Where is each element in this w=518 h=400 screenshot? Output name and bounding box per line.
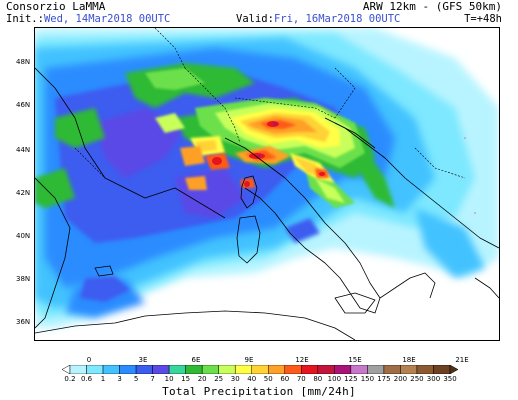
colorbar-swatch xyxy=(383,365,401,374)
colorbar-level-label: 300 xyxy=(426,375,441,383)
init-value: Wed, 14Mar2018 00UTC xyxy=(43,13,171,25)
lon-label-12e: 12E xyxy=(295,356,309,364)
precipitation-colorbar xyxy=(62,365,458,374)
colorbar-swatch xyxy=(301,365,319,374)
lat-label-46n: 46N xyxy=(16,101,31,109)
colorbar-level-label: 25 xyxy=(214,375,224,383)
lon-label-0: 0 xyxy=(86,356,92,364)
colorbar-level-label: 1 xyxy=(100,375,106,383)
colorbar-swatch xyxy=(284,365,302,374)
precipitation-map xyxy=(34,27,500,341)
colorbar-level-label: 80 xyxy=(313,375,323,383)
colorbar-swatch xyxy=(334,365,352,374)
colorbar-level-label: 20 xyxy=(197,375,207,383)
colorbar-level-label: 3 xyxy=(117,375,122,383)
colorbar-swatch xyxy=(268,365,286,374)
colorbar-level-label: 0.6 xyxy=(80,375,93,383)
colorbar-level-label: 0.2 xyxy=(64,375,76,383)
lon-label-15e: 15E xyxy=(348,356,362,364)
init-time: Init.:Wed, 14Mar2018 00UTC xyxy=(6,13,170,25)
colorbar-swatch xyxy=(400,365,418,374)
colorbar-swatch xyxy=(86,365,104,374)
colorbar-level-label: 15 xyxy=(181,375,191,383)
colorbar-level-label: 60 xyxy=(280,375,290,383)
colorbar-swatch xyxy=(350,365,368,374)
colorbar-level-label: 350 xyxy=(443,375,457,383)
colorbar-swatch xyxy=(367,365,385,374)
colorbar-level-label: 7 xyxy=(150,375,155,383)
legend-title: Total Precipitation [mm/24h] xyxy=(162,385,356,398)
colorbar-level-label: 200 xyxy=(393,375,408,383)
lat-label-44n: 44N xyxy=(16,146,31,154)
colorbar-swatch xyxy=(102,365,120,374)
colorbar-level-label: 70 xyxy=(296,375,306,383)
colorbar-swatch xyxy=(168,365,186,374)
colorbar-swatch xyxy=(251,365,269,374)
lat-label-48n: 48N xyxy=(16,58,31,66)
colorbar-level-label: 125 xyxy=(344,375,358,383)
colorbar-max-arrow xyxy=(449,365,458,374)
valid-time: Valid:Fri, 16Mar2018 00UTC xyxy=(236,13,400,25)
colorbar-swatch xyxy=(317,365,335,374)
colorbar-swatch xyxy=(416,365,434,374)
valid-value: Fri, 16Mar2018 00UTC xyxy=(273,13,401,25)
lat-label-36n: 36N xyxy=(16,318,31,326)
lat-label-40n: 40N xyxy=(16,232,31,240)
valid-label: Valid: xyxy=(236,13,274,25)
colorbar-swatch xyxy=(218,365,236,374)
lon-label-18e: 18E xyxy=(402,356,416,364)
colorbar-level-label: 50 xyxy=(263,375,273,383)
colorbar-swatch xyxy=(234,365,252,374)
lat-label-42n: 42N xyxy=(16,189,31,197)
colorbar-swatch xyxy=(119,365,137,374)
precipitation-field xyxy=(35,28,499,340)
colorbar-swatch xyxy=(135,365,153,374)
colorbar-level-label: 175 xyxy=(377,375,391,383)
colorbar-level-label: 100 xyxy=(327,375,342,383)
lon-label-9e: 9E xyxy=(244,356,254,364)
provider-title: Consorzio LaMMA xyxy=(6,0,106,13)
model-label: ARW 12km - (GFS 50km) xyxy=(362,0,502,13)
forecast-step: T=+48h xyxy=(464,13,502,25)
lon-label-3e: 3E xyxy=(138,356,148,364)
colorbar-level-label: 250 xyxy=(410,375,424,383)
lat-label-38n: 38N xyxy=(16,275,31,283)
init-label: Init.: xyxy=(6,13,44,25)
colorbar-level-label: 5 xyxy=(133,375,139,383)
colorbar-swatch xyxy=(152,365,170,374)
colorbar-swatch xyxy=(185,365,203,374)
colorbar-swatch xyxy=(69,365,87,374)
lon-label-6e: 6E xyxy=(191,356,201,364)
colorbar-swatch xyxy=(201,365,219,374)
colorbar-level-label: 10 xyxy=(164,375,174,383)
colorbar-swatch xyxy=(433,365,451,374)
colorbar-min-arrow xyxy=(62,365,71,374)
lon-label-21e: 21E xyxy=(455,356,469,364)
colorbar-level-label: 150 xyxy=(360,375,375,383)
colorbar-level-label: 30 xyxy=(230,375,240,383)
colorbar-level-label: 40 xyxy=(247,375,257,383)
